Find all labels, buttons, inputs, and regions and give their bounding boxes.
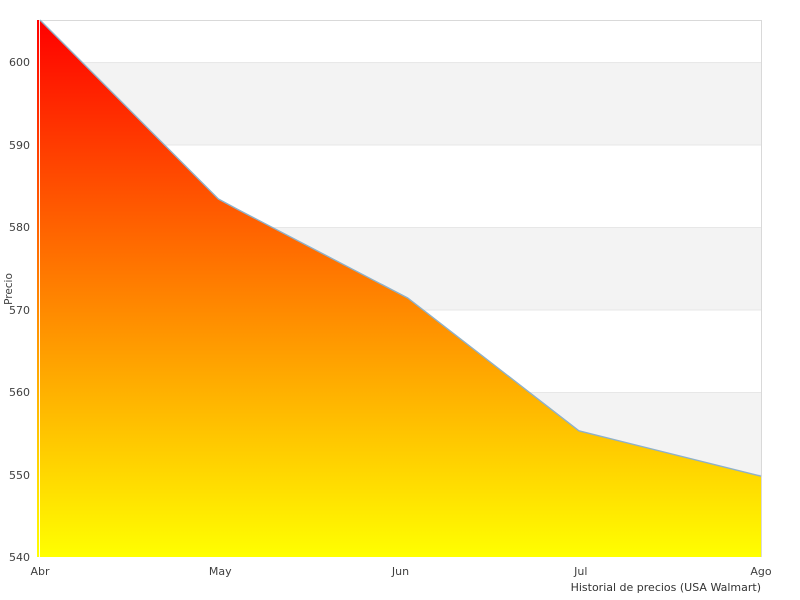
x-tick-label: Jun bbox=[391, 565, 410, 578]
y-axis-title: Precio bbox=[3, 272, 15, 305]
y-tick-label: 560 bbox=[9, 386, 30, 400]
grid-band bbox=[40, 62, 761, 145]
x-tick-label: May bbox=[208, 565, 232, 578]
y-tick-label: 570 bbox=[9, 303, 30, 317]
price-line bbox=[39, 19, 762, 477]
x-tick-label: Jul bbox=[574, 565, 588, 578]
chart-source-label: Historial de precios (USA Walmart) bbox=[570, 581, 761, 594]
x-tick-label: Ago bbox=[750, 565, 772, 578]
price-area bbox=[37, 20, 761, 557]
y-tick-label: 540 bbox=[9, 551, 30, 564]
y-tick-label: 590 bbox=[9, 138, 30, 152]
y-tick-label: 550 bbox=[9, 468, 30, 482]
y-tick-label: 600 bbox=[9, 56, 30, 70]
y-tick-label: 580 bbox=[9, 221, 30, 235]
x-tick-label: Abr bbox=[30, 565, 50, 578]
